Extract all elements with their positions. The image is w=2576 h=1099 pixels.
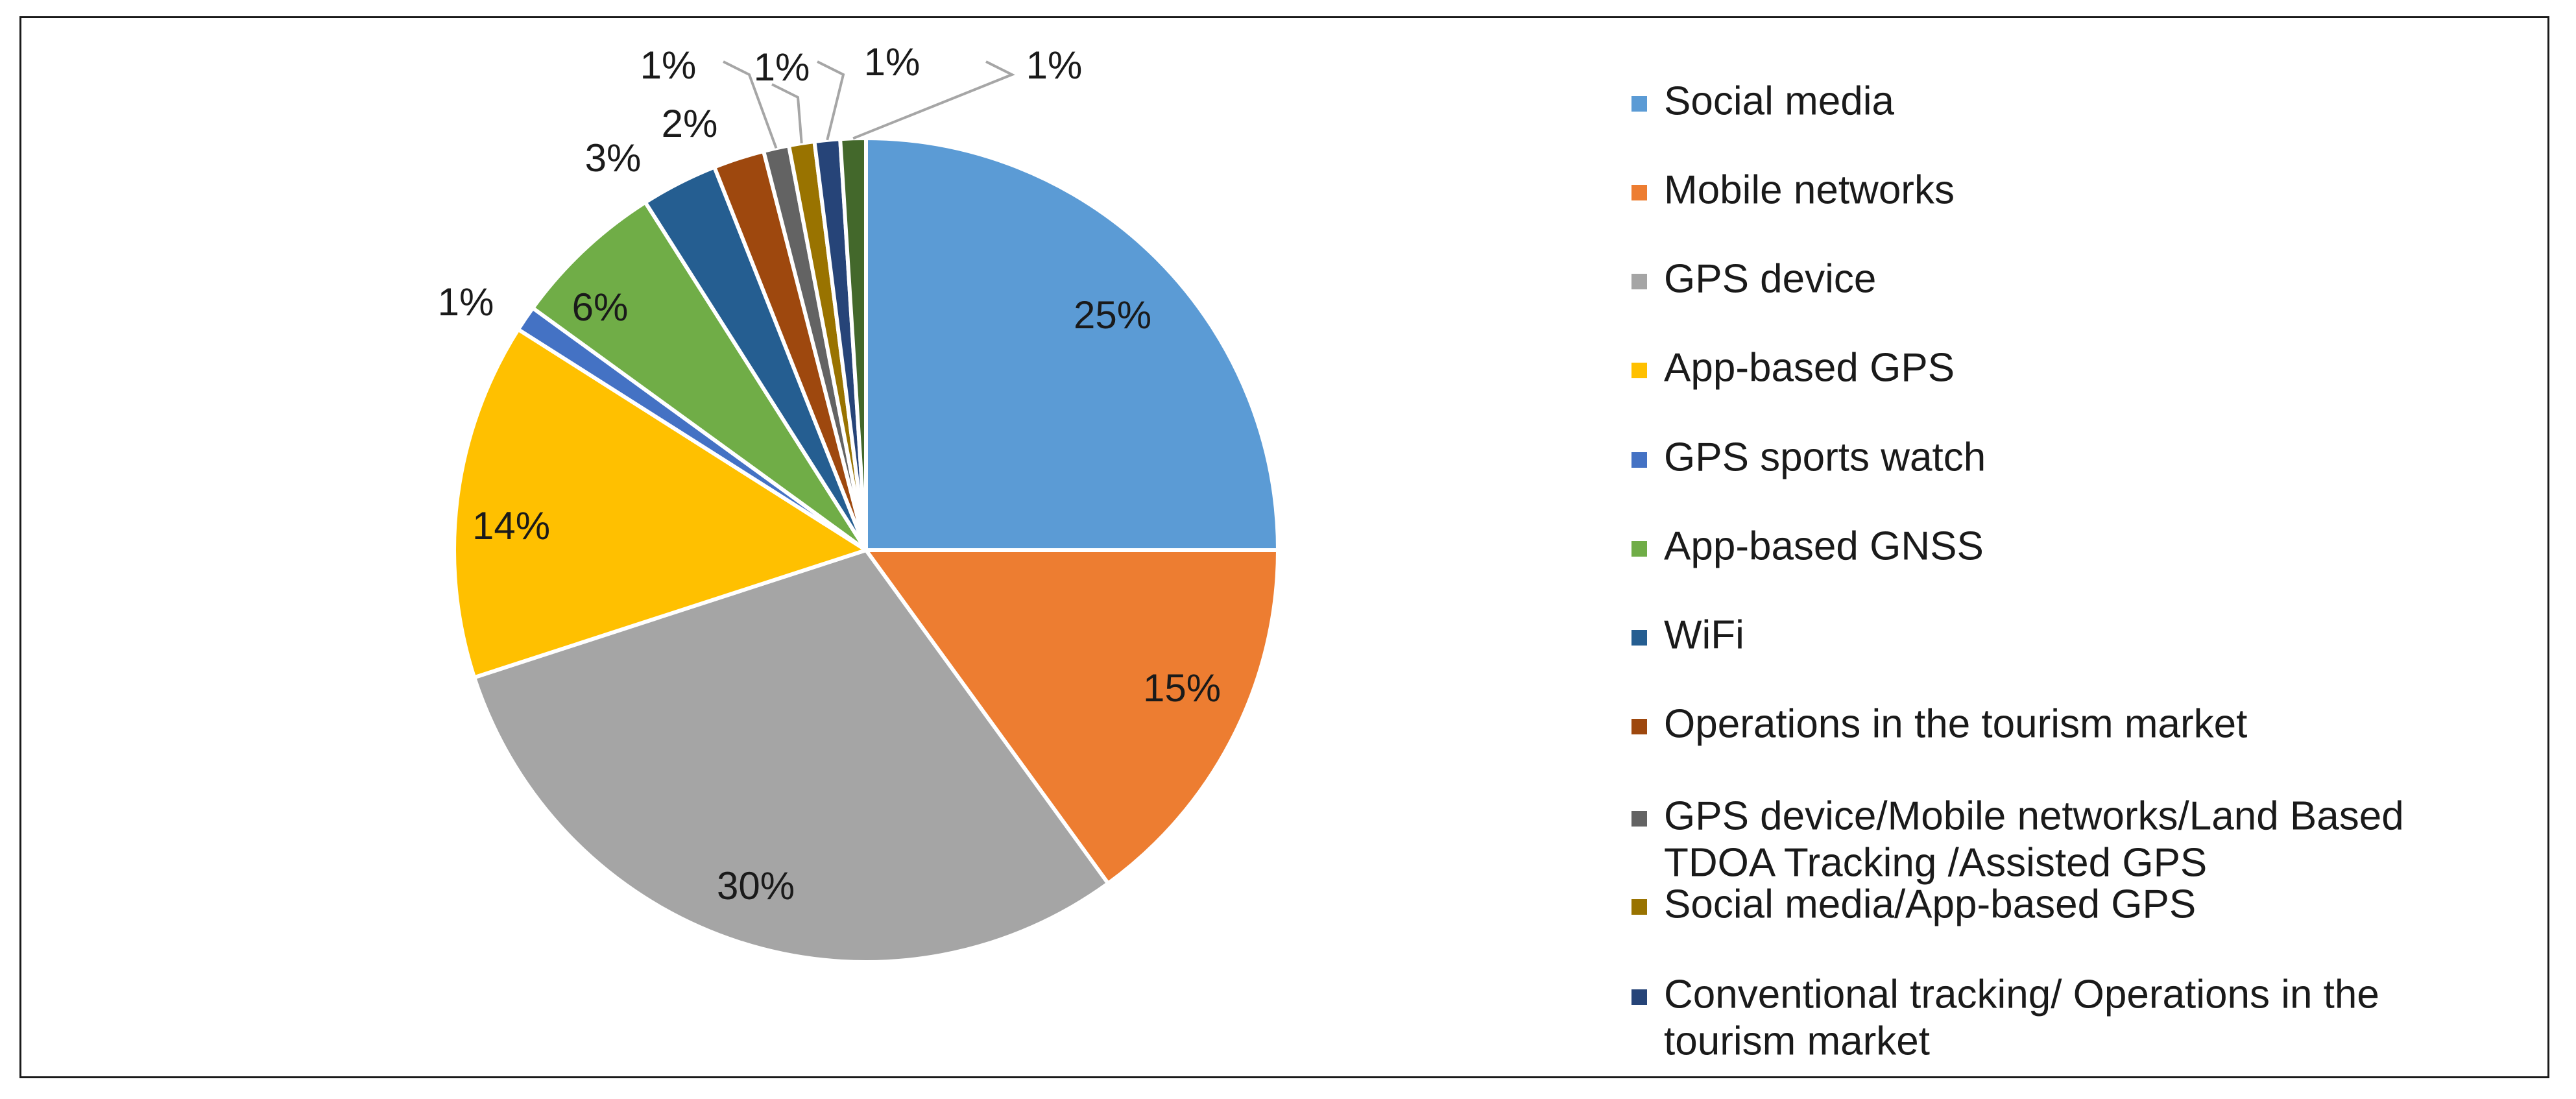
legend-label-6: App-based GNSS bbox=[1664, 524, 1984, 568]
legend-label-9-line-2: TDOA Tracking /Assisted GPS bbox=[1664, 840, 2207, 885]
data-label-3: 30% bbox=[717, 864, 795, 908]
legend-label-3: GPS device bbox=[1664, 256, 1876, 301]
data-label-12: 1% bbox=[1026, 43, 1083, 87]
legend-label-5: GPS sports watch bbox=[1664, 435, 1986, 479]
legend-label-8: Operations in the tourism market bbox=[1664, 701, 2247, 746]
legend-swatch-8 bbox=[1631, 719, 1647, 734]
legend-label-10: Social media/App-based GPS bbox=[1664, 882, 2196, 926]
legend-swatch-10 bbox=[1631, 899, 1647, 915]
data-label-11: 1% bbox=[864, 40, 921, 84]
data-label-4: 14% bbox=[472, 504, 550, 548]
pie-slice-3 bbox=[472, 548, 1111, 965]
legend-label-9-line-1: GPS device/Mobile networks/Land Based bbox=[1664, 793, 2404, 838]
data-label-1: 25% bbox=[1074, 293, 1151, 337]
pie-slice-4 bbox=[452, 327, 868, 680]
pie-slice-1 bbox=[864, 136, 1280, 552]
legend-swatch-1 bbox=[1631, 96, 1647, 112]
pie-slice-6 bbox=[531, 200, 868, 552]
pie-slice-12 bbox=[838, 136, 868, 552]
legend-swatch-4 bbox=[1631, 363, 1647, 378]
leader-line-9 bbox=[723, 60, 778, 149]
data-label-2: 15% bbox=[1143, 666, 1221, 710]
legend-label-2: Mobile networks bbox=[1664, 167, 1955, 212]
legend-swatch-6 bbox=[1631, 541, 1647, 557]
data-label-7: 3% bbox=[585, 136, 642, 180]
legend-label-1: Social media bbox=[1664, 78, 1894, 123]
leader-lines bbox=[723, 60, 1015, 149]
data-label-10: 1% bbox=[754, 45, 810, 89]
leader-line-12 bbox=[852, 60, 1015, 140]
pie-slices bbox=[452, 136, 1280, 965]
legend-swatch-2 bbox=[1631, 185, 1647, 200]
leader-line-10 bbox=[771, 83, 803, 143]
legend-label-7: WiFi bbox=[1664, 612, 1744, 657]
data-labels: 25% 15% 30% 14% 1% 6% 3% 2% 1% 1% 1% 1% bbox=[438, 40, 1221, 908]
legend-label-11-line-2: tourism market bbox=[1664, 1019, 1930, 1063]
pie-slice-2 bbox=[864, 548, 1280, 886]
legend-label-11-line-1: Conventional tracking/ Operations in the bbox=[1664, 972, 2379, 1017]
legend-swatch-5 bbox=[1631, 452, 1647, 468]
leader-line-11 bbox=[817, 60, 845, 141]
data-label-5: 1% bbox=[438, 280, 494, 324]
legend-swatch-7 bbox=[1631, 630, 1647, 646]
legend-swatch-11 bbox=[1631, 989, 1647, 1005]
legend-swatch-3 bbox=[1631, 274, 1647, 289]
data-label-6: 6% bbox=[572, 285, 629, 329]
legend-swatch-9 bbox=[1631, 811, 1647, 827]
chart-frame bbox=[19, 16, 2549, 1078]
legend-label-4: App-based GPS bbox=[1664, 345, 1955, 390]
data-label-8: 2% bbox=[662, 102, 718, 145]
legend: Social media Mobile networks GPS device App… bbox=[1631, 78, 2404, 1063]
data-label-9: 1% bbox=[640, 43, 697, 87]
